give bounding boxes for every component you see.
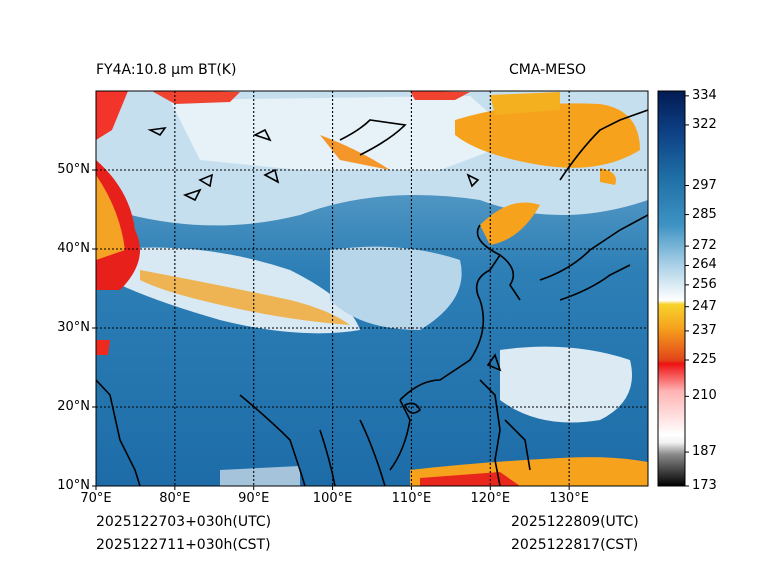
colorbar-label: 334: [692, 87, 717, 103]
valid-time-utc: 2025122809(UTC): [511, 514, 639, 530]
orange-streaks-plateau: [140, 270, 350, 325]
map-frame: [95, 90, 649, 487]
lat-lon-grid: [96, 91, 648, 486]
colorbar-label: 322: [692, 116, 717, 132]
china-east-coast: [399, 224, 502, 401]
lon-label: 80°E: [159, 491, 191, 506]
cloud-south: [220, 466, 300, 486]
orange-area-ne-top: [490, 92, 560, 115]
lon-label: 130°E: [549, 491, 589, 506]
lakes-central: [252, 128, 480, 188]
orange-area-manchuria: [480, 202, 540, 245]
lon-label: 110°E: [391, 491, 432, 506]
india-west-coast: [96, 379, 141, 486]
colorbar-label: 272: [692, 238, 717, 254]
thailand-coast: [359, 419, 386, 486]
red-spot-west: [96, 340, 110, 355]
philippines-east: [504, 419, 531, 471]
lakes-west: [147, 126, 214, 202]
coastlines: [96, 109, 648, 486]
colorbar-label: 237: [692, 322, 717, 338]
lat-label: 20°N: [57, 399, 90, 414]
lat-label: 40°N: [57, 241, 90, 256]
colorbar-label: 173: [692, 478, 717, 493]
red-area-nw: [96, 91, 128, 140]
vietnam-coast: [389, 399, 411, 471]
orange-area-mongolia: [320, 135, 390, 170]
colorbar-label: 264: [692, 257, 717, 273]
orange-area-northeast: [455, 103, 640, 168]
cloud-west-pacific: [500, 346, 632, 423]
init-time-cst: 2025122711+030h(CST): [96, 537, 271, 553]
colorbar-label: 187: [692, 444, 717, 460]
lon-label: 90°E: [238, 491, 270, 506]
colorbar-label: 225: [692, 351, 717, 367]
colorbar-gradient: [657, 90, 686, 487]
valid-time-cst: 2025122817(CST): [511, 537, 639, 553]
title-left: FY4A:10.8 µm BT(K): [96, 62, 237, 78]
philippines-west: [479, 379, 501, 486]
lon-label: 70°E: [80, 491, 112, 506]
colorbar-ticks: [685, 95, 689, 487]
cloud-central-china: [330, 246, 462, 330]
colorbar-label: 247: [692, 298, 717, 314]
okhotsk-coast: [559, 109, 648, 181]
lake-baikal: [339, 119, 407, 156]
orange-area-west: [96, 175, 125, 260]
hainan-island: [403, 402, 422, 414]
red-area-south: [420, 472, 520, 486]
init-time-utc: 2025122703+030h(UTC): [96, 514, 272, 530]
red-area-north2: [410, 91, 470, 100]
lat-label: 50°N: [57, 162, 90, 177]
japan-coast: [539, 214, 648, 281]
lon-label: 120°E: [470, 491, 511, 506]
bright-cloud-mongolia: [170, 96, 520, 170]
colorbar-label: 285: [692, 206, 717, 222]
myanmar-coast: [319, 429, 336, 486]
taiwan-island: [486, 353, 502, 372]
red-area-north: [151, 91, 240, 104]
colorbar-label: 256: [692, 276, 717, 292]
lat-label: 30°N: [57, 320, 90, 335]
axis-ticks: [92, 169, 570, 490]
lon-label: 100°E: [312, 491, 353, 506]
korea-coast: [499, 254, 521, 301]
japan-south: [559, 264, 631, 301]
colorbar-label: 297: [692, 177, 717, 193]
bay-of-bengal-coast: [239, 394, 306, 486]
lat-label: 10°N: [57, 478, 90, 493]
title-right: CMA-MESO: [509, 62, 587, 78]
colorbar-label: 210: [692, 388, 717, 404]
orange-spot-ne: [600, 168, 616, 185]
